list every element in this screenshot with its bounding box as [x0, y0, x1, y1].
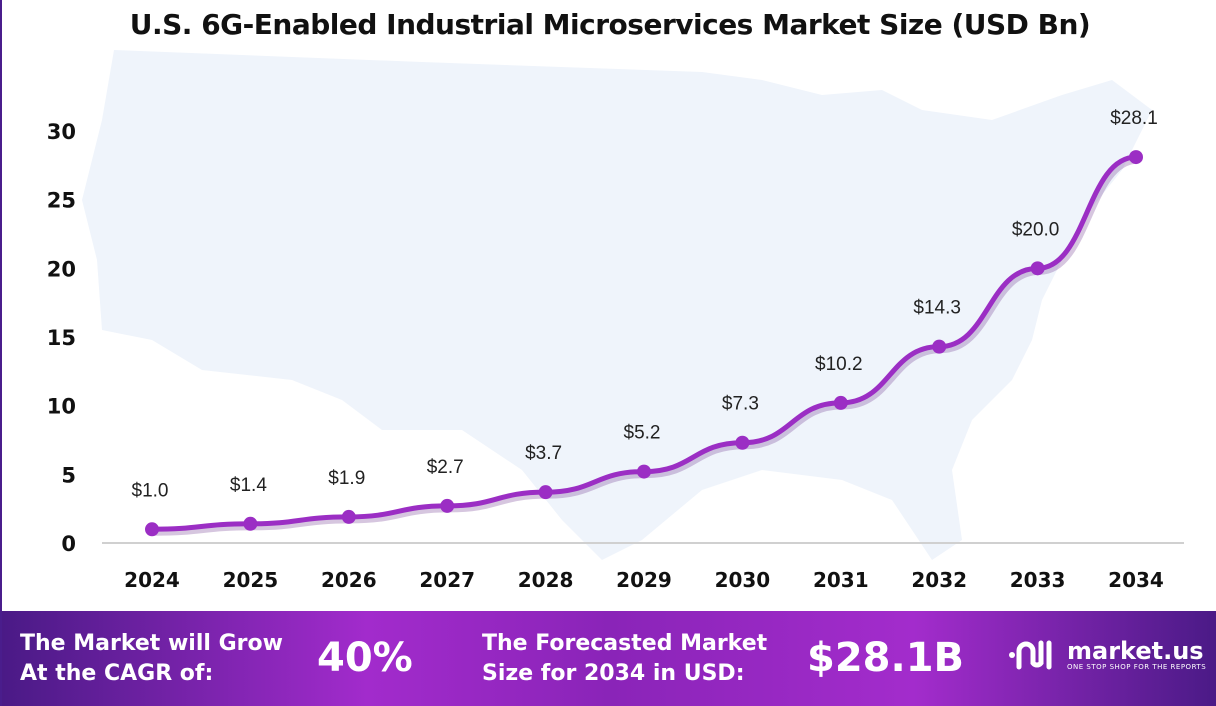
data-point: [833, 395, 848, 410]
x-tick-label: 2030: [715, 568, 771, 592]
x-tick-label: 2027: [419, 568, 475, 592]
data-label: $20.0: [1012, 219, 1060, 240]
y-tick-label: 10: [47, 395, 76, 419]
data-label: $28.1: [1110, 108, 1158, 129]
y-tick-label: 25: [47, 189, 76, 213]
forecast-value: $28.1B: [807, 635, 965, 681]
x-tick-label: 2026: [321, 568, 377, 592]
data-label: $1.9: [328, 468, 365, 489]
us-map-background: [82, 50, 1152, 560]
data-point: [341, 509, 356, 524]
logo-icon: [1009, 640, 1052, 670]
cagr-label-line1: The Market will Grow: [20, 631, 283, 656]
x-tick-label: 2025: [223, 568, 279, 592]
x-tick-label: 2024: [124, 568, 180, 592]
y-tick-label: 5: [61, 463, 76, 487]
data-label: $3.7: [525, 443, 562, 464]
data-point: [932, 339, 947, 354]
series-line: [151, 154, 1137, 532]
data-label: $1.4: [230, 475, 267, 496]
y-tick-label: 20: [47, 257, 76, 281]
summary-banner: The Market will Grow At the CAGR of: 40%…: [2, 611, 1216, 706]
x-tick-label: 2033: [1010, 568, 1066, 592]
series-line-shadow: [153, 156, 1139, 536]
data-point: [145, 522, 159, 537]
y-tick-label: 15: [47, 326, 76, 350]
chart-title: U.S. 6G-Enabled Industrial Microservices…: [129, 8, 1091, 41]
data-label: $7.3: [722, 394, 759, 415]
data-label: $2.7: [427, 457, 464, 478]
logo-name: market.us: [1067, 637, 1204, 665]
forecast-label-line2: Size for 2034 in USD:: [482, 661, 745, 686]
x-tick-label: 2032: [911, 568, 967, 592]
data-point: [1030, 261, 1045, 276]
cagr-value: 40%: [317, 635, 413, 681]
data-label: $10.2: [815, 354, 863, 375]
data-point: [1129, 150, 1143, 165]
data-label: $5.2: [624, 423, 661, 444]
x-tick-label: 2034: [1108, 568, 1164, 592]
data-point: [735, 435, 750, 450]
x-tick-label: 2028: [518, 568, 574, 592]
x-tick-label: 2029: [616, 568, 672, 592]
data-point: [243, 516, 258, 531]
x-tick-label: 2031: [813, 568, 869, 592]
data-point: [440, 498, 455, 513]
cagr-label-line2: At the CAGR of:: [20, 661, 214, 686]
forecast-label-line1: The Forecasted Market: [482, 631, 768, 656]
data-label: $1.0: [132, 480, 169, 501]
data-point: [637, 464, 651, 479]
logo-tagline: ONE STOP SHOP FOR THE REPORTS: [1067, 663, 1207, 671]
y-tick-label: 30: [47, 120, 76, 144]
cagr-label: The Market will Grow At the CAGR of:: [20, 629, 283, 689]
data-point: [538, 485, 553, 500]
y-tick-label: 0: [61, 532, 76, 556]
forecast-label: The Forecasted Market Size for 2034 in U…: [482, 629, 767, 689]
market-us-logo: market.us ONE STOP SHOP FOR THE REPORTS: [1007, 637, 1206, 673]
data-label: $14.3: [913, 298, 961, 319]
